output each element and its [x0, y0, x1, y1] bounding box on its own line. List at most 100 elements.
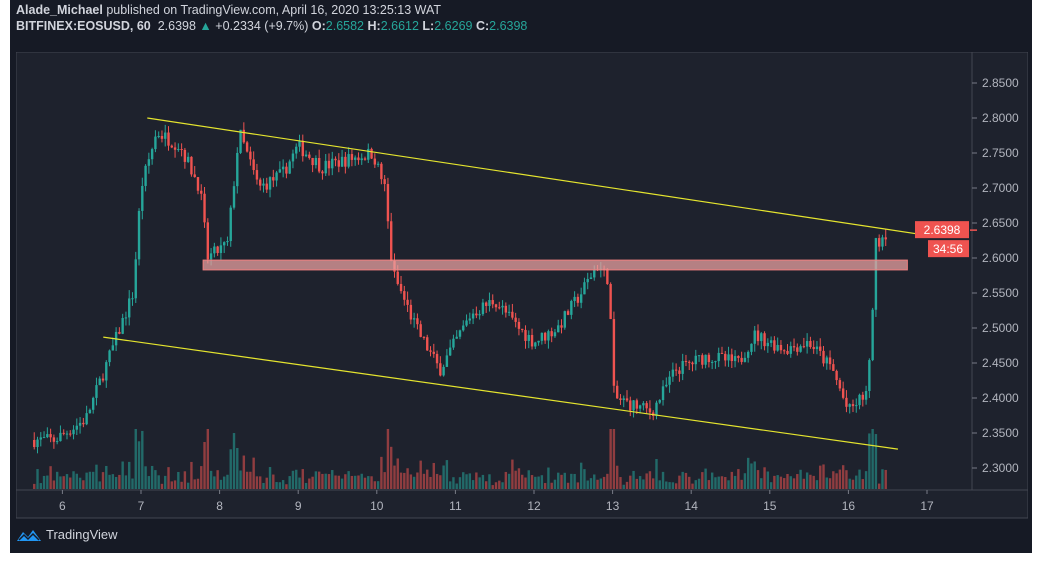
current-price-box — [915, 221, 969, 239]
candle-body — [789, 346, 792, 354]
volume-bar — [809, 474, 812, 489]
candle-body — [648, 408, 652, 413]
volume-bar — [874, 434, 878, 489]
volume-bar — [95, 464, 98, 489]
volume-bar — [213, 476, 216, 489]
volume-bar — [209, 470, 213, 489]
price-tick-label: 2.6000 — [982, 251, 1019, 265]
price-tick-label: 2.8000 — [982, 111, 1019, 125]
volume-bar — [337, 475, 341, 489]
volume-bar — [170, 481, 173, 489]
volume-bar — [180, 481, 183, 489]
volume-bar — [848, 478, 851, 489]
countdown-label: 34:56 — [933, 242, 963, 256]
candle-body — [511, 311, 514, 318]
candle-body — [527, 334, 530, 341]
volume-bar — [105, 465, 108, 489]
author-name[interactable]: Alade_Michael — [16, 3, 103, 17]
volume-bar — [265, 477, 268, 489]
candle-body — [665, 384, 668, 387]
candle-body — [563, 311, 566, 328]
volume-bar — [573, 473, 576, 489]
volume-bar — [134, 429, 137, 489]
time-axis[interactable] — [16, 489, 1028, 519]
volume-bar — [570, 473, 573, 489]
price-axis[interactable] — [971, 52, 1028, 491]
volume-bar — [344, 474, 347, 489]
candle-body — [848, 404, 851, 407]
candle-body — [812, 347, 815, 350]
volume-bar — [327, 474, 331, 489]
candle-body — [226, 241, 229, 243]
volume-bar — [534, 476, 537, 489]
volume-bar — [193, 479, 196, 489]
candle-body — [55, 441, 59, 443]
candle-body — [435, 353, 439, 364]
volume-bar — [861, 479, 865, 489]
volume-bar — [367, 476, 370, 489]
candle-body — [753, 330, 756, 344]
candle-body — [265, 183, 268, 190]
volume-bar — [278, 482, 282, 489]
volume-bar — [658, 480, 661, 489]
volume-bar — [65, 474, 69, 489]
drawings[interactable] — [103, 117, 934, 450]
candle-body — [796, 347, 799, 352]
volume-bar — [760, 478, 763, 489]
candle-body — [137, 210, 141, 260]
candle-body — [458, 330, 462, 337]
volume-bar — [655, 459, 658, 489]
candle-body — [311, 157, 314, 166]
volume-bar — [150, 465, 154, 489]
plot-area[interactable] — [16, 52, 973, 491]
volume-bar — [553, 479, 557, 489]
candle-body — [173, 147, 177, 150]
volume-bar — [124, 475, 128, 489]
candle-body — [262, 183, 265, 186]
candle-body — [678, 370, 681, 374]
price-chart[interactable]: 2.8500 2.8000 2.7500 2.7000 2.6500 2.6000 2.55… — [16, 52, 1028, 520]
volume-bar — [671, 482, 675, 489]
candle-body — [547, 331, 550, 341]
candle-body — [724, 353, 727, 361]
candle-body — [622, 398, 625, 400]
close-value: 2.6398 — [489, 19, 528, 33]
candle-body — [871, 309, 874, 361]
candle-body — [704, 354, 707, 365]
candle-body — [835, 370, 838, 381]
symbol-info: BITFINEX:EOSUSD, 60 2.6398 ▲ +0.2334 (+9… — [16, 19, 527, 33]
volume-bar — [629, 475, 632, 489]
volume-bar — [219, 479, 223, 489]
candle-body — [200, 190, 203, 194]
candle-body — [864, 391, 868, 400]
volume-bar — [596, 479, 599, 489]
volume-bar — [216, 470, 219, 489]
tradingview-logo[interactable]: TradingView — [16, 527, 118, 542]
candle-body — [717, 352, 720, 362]
candle-body — [101, 378, 105, 381]
candle-body — [570, 300, 573, 315]
candle-body — [65, 433, 69, 435]
volume-bar — [730, 471, 734, 489]
volume-bar — [838, 469, 842, 489]
volume-bar — [321, 473, 324, 489]
volume-bar — [232, 433, 236, 489]
candle-body — [160, 135, 164, 139]
candle-body — [141, 185, 144, 211]
candle-body — [52, 437, 56, 442]
volume-bar — [851, 479, 855, 489]
candle-body — [517, 321, 521, 329]
volume-bar — [324, 473, 327, 489]
volume-bar — [91, 471, 95, 489]
volume-bar — [42, 475, 46, 489]
candle-body — [399, 283, 403, 292]
candle-body — [78, 422, 82, 426]
candle-body — [42, 437, 46, 439]
time-tick-label: 17 — [920, 499, 934, 513]
candle-body — [589, 277, 593, 280]
volume-bar — [684, 472, 688, 489]
volume-bar — [340, 478, 344, 489]
candle-body — [245, 142, 249, 152]
volume-bar — [537, 476, 540, 489]
volume-bar — [547, 467, 550, 489]
